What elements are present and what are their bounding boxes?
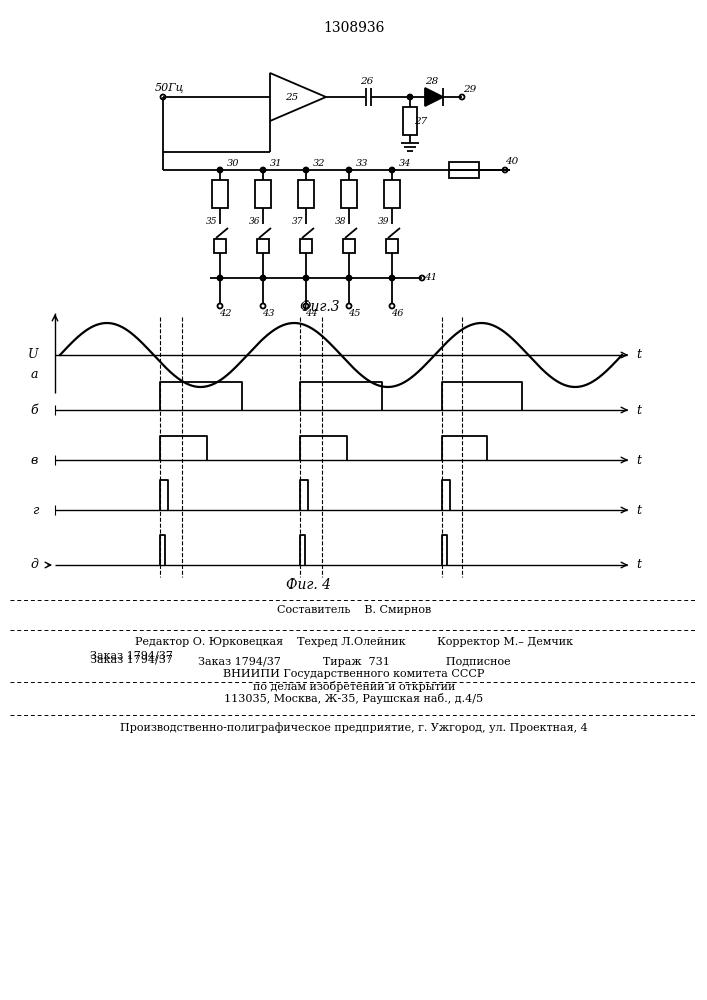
Bar — [214, 239, 226, 253]
Text: Редактор О. Юрковецкая    Техред Л.Олейник         Корректор М.– Демчик: Редактор О. Юрковецкая Техред Л.Олейник … — [135, 637, 573, 647]
Text: t: t — [636, 504, 641, 516]
Bar — [255, 180, 271, 208]
Text: 38: 38 — [334, 217, 346, 226]
Text: 29: 29 — [463, 85, 477, 94]
Text: t: t — [636, 558, 641, 572]
Text: 45: 45 — [348, 310, 361, 318]
Text: Фиг.3: Фиг.3 — [300, 300, 340, 314]
Text: 28: 28 — [426, 78, 438, 87]
Text: 31: 31 — [270, 159, 282, 168]
Bar — [449, 162, 479, 178]
Text: Фиг. 4: Фиг. 4 — [286, 578, 330, 592]
Text: Заказ 1794/37: Заказ 1794/37 — [90, 650, 173, 660]
Text: 34: 34 — [399, 159, 411, 168]
Circle shape — [407, 95, 412, 100]
Text: Составитель    В. Смирнов: Составитель В. Смирнов — [277, 605, 431, 615]
Text: 27: 27 — [414, 116, 428, 125]
Text: Заказ 1794/37            Тираж  731                Подписное: Заказ 1794/37 Тираж 731 Подписное — [198, 657, 510, 667]
Text: в: в — [30, 454, 38, 466]
Text: 43: 43 — [262, 310, 274, 318]
Bar — [386, 239, 398, 253]
Polygon shape — [270, 73, 326, 121]
Text: 39: 39 — [378, 217, 389, 226]
Text: 25: 25 — [286, 93, 298, 102]
Polygon shape — [425, 88, 443, 106]
Text: U: U — [28, 349, 38, 361]
Text: 50Гц: 50Гц — [155, 83, 185, 93]
Text: г: г — [32, 504, 38, 516]
Bar — [403, 107, 417, 135]
Circle shape — [390, 275, 395, 280]
Bar — [343, 239, 355, 253]
Text: Заказ 1794/37: Заказ 1794/37 — [90, 655, 173, 665]
Text: 37: 37 — [291, 217, 303, 226]
Text: 113035, Москва, Ж-35, Раушская наб., д.4/5: 113035, Москва, Ж-35, Раушская наб., д.4… — [224, 692, 484, 704]
Text: Производственно-полиграфическое предприятие, г. Ужгород, ул. Проектная, 4: Производственно-полиграфическое предприя… — [120, 723, 588, 733]
Circle shape — [303, 275, 308, 280]
Text: t: t — [636, 349, 641, 361]
Circle shape — [346, 275, 351, 280]
Circle shape — [390, 167, 395, 172]
Bar — [212, 180, 228, 208]
Bar — [384, 180, 400, 208]
Text: 42: 42 — [218, 310, 231, 318]
Bar — [341, 180, 357, 208]
Bar — [298, 180, 314, 208]
Text: t: t — [636, 403, 641, 416]
Text: 44: 44 — [305, 310, 317, 318]
Text: 40: 40 — [506, 156, 519, 165]
Text: а: а — [30, 368, 38, 381]
Text: 1308936: 1308936 — [323, 21, 385, 35]
Circle shape — [303, 167, 308, 172]
Text: t: t — [636, 454, 641, 466]
Circle shape — [218, 275, 223, 280]
Text: 46: 46 — [391, 310, 403, 318]
Circle shape — [260, 275, 266, 280]
Circle shape — [346, 167, 351, 172]
Text: 36: 36 — [248, 217, 260, 226]
Text: 41: 41 — [424, 273, 438, 282]
Text: 26: 26 — [361, 78, 373, 87]
Text: по делам изобретений и открытий: по делам изобретений и открытий — [253, 680, 455, 692]
Circle shape — [260, 167, 266, 172]
Text: 32: 32 — [312, 159, 325, 168]
Text: ВНИИПИ Государственного комитета СССР: ВНИИПИ Государственного комитета СССР — [223, 669, 485, 679]
Bar — [300, 239, 312, 253]
Text: 33: 33 — [356, 159, 368, 168]
Text: 30: 30 — [227, 159, 239, 168]
Bar — [257, 239, 269, 253]
Text: 35: 35 — [206, 217, 217, 226]
Text: б: б — [30, 403, 38, 416]
Text: д: д — [30, 558, 38, 572]
Circle shape — [218, 167, 223, 172]
